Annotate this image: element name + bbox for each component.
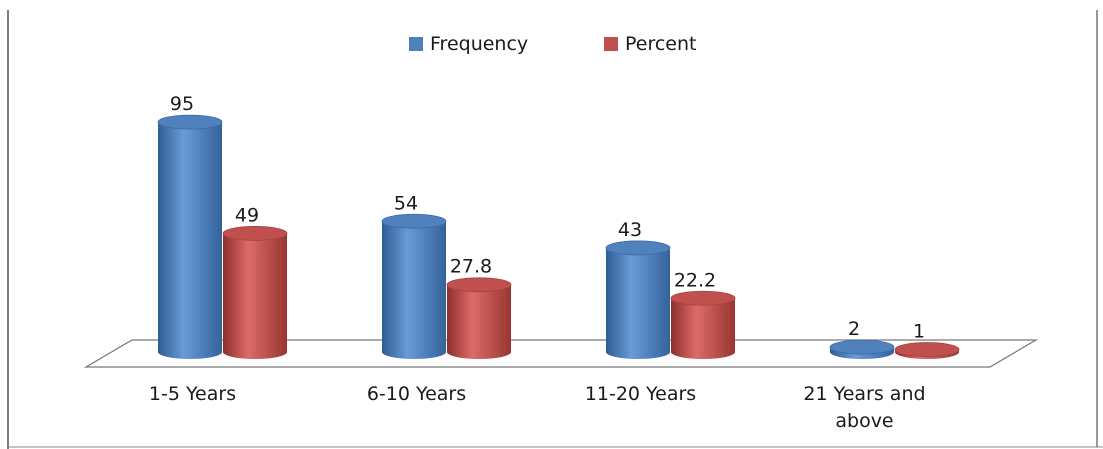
- category-label-11-20-years: 11-20 Years: [585, 383, 696, 405]
- value-label-percent-1-5-years: 49: [235, 204, 259, 226]
- bar-percent-6-10-years: [447, 284, 511, 359]
- bar-percent-1-5-years: [223, 233, 287, 359]
- chart-floor: [83, 339, 1039, 368]
- legend-label-frequency: Frequency: [430, 33, 528, 55]
- legend-label-percent: Percent: [625, 33, 697, 55]
- value-label-percent-11-20-years: 22.2: [674, 269, 716, 291]
- value-label-frequency-21-years-and-above: 2: [848, 318, 860, 340]
- value-label-frequency-11-20-years: 43: [618, 219, 642, 241]
- bars-layer: [157, 114, 960, 359]
- bar-frequency-1-5-years: [158, 122, 222, 359]
- legend-swatch-percent: [604, 37, 618, 51]
- category-label-21-years-and-above: 21 Years and above: [803, 383, 925, 432]
- bar-percent-11-20-years: [671, 298, 735, 359]
- bar-top-percent-21-years-and-above: [894, 342, 960, 357]
- bar-frequency-21-years-and-above: [830, 347, 894, 359]
- bar-frequency-11-20-years: [606, 247, 670, 359]
- category-label-6-10-years: 6-10 Years: [367, 383, 466, 405]
- bar-top-frequency-11-20-years: [605, 240, 671, 256]
- bar-top-frequency-21-years-and-above: [829, 339, 895, 355]
- bar-top-percent-11-20-years: [670, 290, 736, 306]
- bar-percent-21-years-and-above: [895, 349, 959, 359]
- value-label-percent-6-10-years: 27.8: [450, 256, 492, 278]
- bar-top-frequency-6-10-years: [381, 213, 447, 229]
- category-labels-layer: 1-5 Years 6-10 Years 11-20 Years 21 Years a…: [149, 383, 926, 432]
- value-labels-layer: 95 49 54 27.8 43 22.2 2 1: [170, 93, 925, 342]
- value-label-frequency-6-10-years: 54: [394, 192, 418, 214]
- bar-frequency-6-10-years: [382, 221, 446, 359]
- value-label-percent-21-years-and-above: 1: [913, 321, 925, 343]
- bar-top-percent-6-10-years: [446, 277, 512, 293]
- category-label-1-5-years: 1-5 Years: [149, 383, 236, 405]
- chart-legend: Frequency Percent: [409, 33, 697, 55]
- bar-top-frequency-1-5-years: [157, 114, 223, 130]
- legend-swatch-frequency: [409, 37, 423, 51]
- value-label-frequency-1-5-years: 95: [170, 93, 194, 115]
- bar-top-percent-1-5-years: [222, 226, 288, 241]
